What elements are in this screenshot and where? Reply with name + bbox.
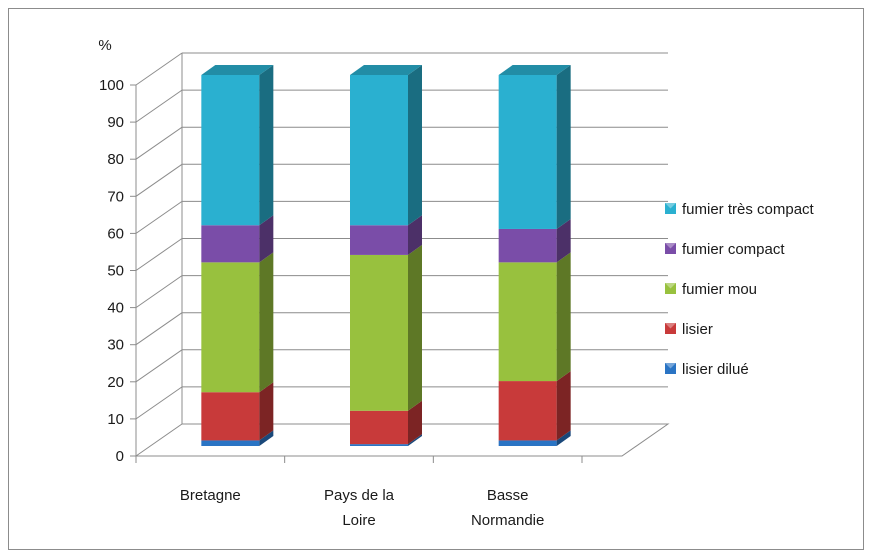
bar-segment: [201, 225, 260, 263]
chart-frame: 0 10 20 30 40 50 60 70 80 90 100 % Bretagne Pays de…: [8, 8, 864, 550]
y-tick-label: 100: [99, 77, 124, 94]
gridline-side: [135, 163, 183, 197]
legend-item: lisier dilué: [665, 361, 749, 378]
gridline-side: [135, 275, 183, 309]
x-tick-label: Pays de la Loire: [324, 487, 395, 529]
y-tick-label: 30: [107, 337, 124, 354]
bar-segment: [498, 228, 557, 263]
gridline-side: [135, 126, 183, 160]
bar-segment: [498, 75, 557, 229]
legend-item: fumier compact: [665, 241, 785, 258]
bar-top: [201, 65, 274, 75]
bar-segment: [201, 75, 260, 226]
bar-segment-side: [408, 400, 422, 445]
bar-stack: [498, 65, 571, 446]
bar-segment-side: [259, 252, 274, 393]
legend-item: lisier: [665, 321, 713, 338]
legend-swatch-highlight: [665, 323, 676, 329]
y-tick-label: 40: [107, 300, 124, 317]
y-tick-label: 20: [107, 374, 124, 391]
gridline-side: [135, 52, 183, 86]
x-tick-labels: Bretagne Pays de la Loire Basse Normandie: [180, 487, 544, 529]
chart-axes: [130, 84, 583, 463]
bar-segment-side: [556, 252, 571, 382]
bar-stack: [350, 65, 422, 446]
gridline-side: [135, 349, 183, 383]
bar-segment: [498, 381, 557, 441]
bar-stack: [201, 65, 274, 446]
bar-segment-side: [556, 65, 571, 229]
bar-segment: [350, 225, 408, 255]
y-tick-label: 50: [107, 263, 124, 280]
bar-segment: [201, 262, 260, 393]
bar-segment: [201, 440, 260, 446]
gridline-side: [135, 312, 183, 346]
y-tick-label: 0: [116, 448, 124, 465]
legend-swatch-highlight: [665, 203, 676, 209]
gridline-side: [135, 238, 183, 271]
bars: [201, 65, 571, 446]
bar-segment: [201, 392, 260, 441]
bar-segment: [350, 444, 408, 446]
bar-segment-side: [259, 215, 274, 263]
bar-segment-side: [408, 65, 422, 226]
legend-swatch-highlight: [665, 363, 676, 369]
bar-segment: [498, 262, 557, 382]
bar-segment-side: [556, 218, 571, 263]
x-tick-label: Basse Normandie: [471, 487, 544, 529]
y-axis-label: %: [98, 37, 111, 54]
legend-swatch-highlight: [665, 283, 676, 289]
legend-label: fumier très compact: [682, 201, 815, 218]
y-tick-label: 60: [107, 225, 124, 242]
gridline-side: [135, 386, 183, 420]
legend-label: lisier dilué: [682, 361, 749, 378]
bar-segment-side: [408, 244, 422, 411]
bar-segment: [350, 75, 408, 226]
legend-swatch-highlight: [665, 243, 676, 249]
legend-label: lisier: [682, 321, 713, 338]
bar-segment-side: [259, 430, 274, 446]
bar-segment-side: [556, 430, 571, 446]
bar-segment-side: [259, 65, 274, 226]
gridline-side: [135, 89, 183, 123]
bar-segment-side: [408, 434, 422, 446]
bar-segment: [350, 410, 408, 445]
bar-top: [498, 65, 571, 75]
stacked-3d-bar-chart: 0 10 20 30 40 50 60 70 80 90 100 % Bretagne Pays de…: [98, 37, 815, 529]
gridline-side: [135, 200, 183, 234]
y-tick-labels: 0 10 20 30 40 50 60 70 80 90 100: [99, 77, 124, 465]
legend-label: fumier compact: [682, 241, 785, 258]
y-tick-label: 10: [107, 411, 124, 428]
legend-item: fumier mou: [665, 281, 757, 298]
bar-segment: [350, 254, 408, 411]
y-tick-label: 70: [107, 188, 124, 205]
legend: fumier très compact fumier compact fumier …: [665, 201, 815, 378]
legend-label: fumier mou: [682, 281, 757, 298]
bar-segment-side: [408, 215, 422, 255]
legend-item: fumier très compact: [665, 201, 815, 218]
bar-segment: [498, 440, 557, 446]
y-tick-label: 90: [107, 114, 124, 131]
bar-segment-side: [556, 371, 571, 441]
bar-segment-side: [259, 382, 274, 441]
x-tick-label: Bretagne: [180, 487, 241, 504]
y-tick-label: 80: [107, 151, 124, 168]
bar-top: [350, 65, 422, 75]
